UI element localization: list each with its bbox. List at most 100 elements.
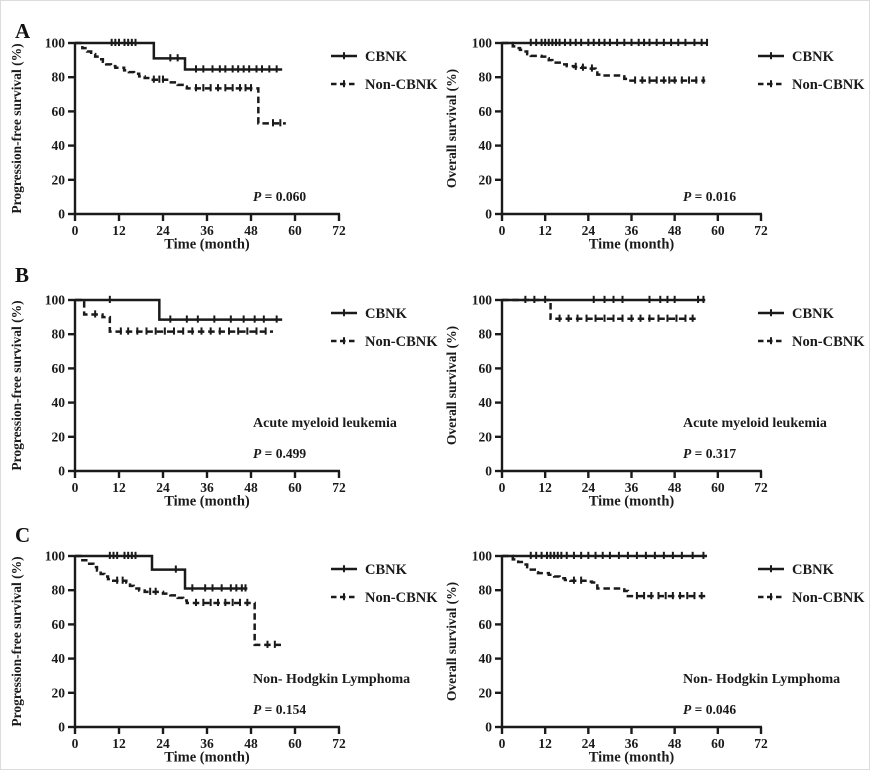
x-tick-label: 36 [625,736,639,751]
x-tick-label: 24 [582,480,596,495]
x-tick-label: 60 [288,223,302,238]
curve-non-cbnk [502,298,699,321]
p-value-label: P = 0.060 [253,189,306,204]
axis-labels: 0 20 40 60 80 100 0 12 24 36 48 60 72 Time (month) Pro… [9,549,346,766]
y-axis-title: Overall survival (%) [444,69,459,188]
x-tick-label: 36 [200,223,214,238]
series-cbnk [502,38,709,46]
censor-marks-cbnk [110,38,278,73]
chart-b-progression-free-survival: 0 20 40 60 80 100 0 12 24 36 48 60 72 Time (month) Pro… [9,293,438,510]
legend-label-cbnk: CBNK [365,306,408,322]
x-tick-label: 60 [288,736,302,751]
legend-label-cbnk: CBNK [792,306,835,322]
x-axis-title: Time (month) [589,494,675,510]
legend-label-non-cbnk: Non-CBNK [792,334,865,350]
x-tick-label: 72 [754,223,768,238]
y-axis-title: Overall survival (%) [444,326,459,445]
y-tick-label: 20 [479,429,493,444]
axes [495,41,763,221]
x-tick-label: 36 [625,480,639,495]
y-tick-label: 100 [472,293,493,308]
x-axis-title: Time (month) [589,237,675,253]
x-axis-title: Time (month) [164,494,250,510]
disease-annotation: Non- Hodgkin Lymphoma [683,672,840,687]
legend: CBNK Non-CBNK [758,49,865,93]
p-value-label: P = 0.046 [683,702,736,717]
legend-label-cbnk: CBNK [365,562,408,578]
x-tick-label: 48 [244,736,258,751]
x-tick-label: 72 [754,736,768,751]
legend-label-cbnk: CBNK [792,49,835,65]
x-tick-label: 36 [200,736,214,751]
curve-non-cbnk [502,554,708,598]
y-tick-label: 40 [479,651,493,666]
y-tick-label: 0 [485,720,492,735]
x-tick-label: 12 [112,223,126,238]
x-tick-label: 60 [288,480,302,495]
y-tick-label: 100 [472,36,493,51]
x-tick-label: 36 [200,480,214,495]
p-value-label: P = 0.154 [253,702,306,717]
x-tick-label: 24 [156,736,170,751]
legend: CBNK Non-CBNK [331,306,438,350]
y-tick-label: 100 [472,549,493,564]
curve-non-cbnk [75,41,286,125]
panel-letter-a: A [15,19,31,43]
legend-label-non-cbnk: Non-CBNK [365,77,438,93]
axis-labels: 0 20 40 60 80 100 0 12 24 36 48 60 72 Time (month) Pro… [9,36,346,253]
legend-label-cbnk: CBNK [365,49,408,65]
chart-a-progression-free-survival: 0 20 40 60 80 100 0 12 24 36 48 60 72 Time (month) Pro… [9,36,438,253]
series-non-cbnk [502,554,708,600]
panel-letter-b: B [15,263,30,287]
x-tick-label: 0 [72,480,79,495]
legend: CBNK Non-CBNK [331,49,438,93]
x-tick-label: 24 [156,223,170,238]
axis-labels: 0 20 40 60 80 100 0 12 24 36 48 60 72 Time (month) Ove… [444,36,768,253]
y-tick-label: 60 [52,617,66,632]
x-tick-label: 24 [156,480,170,495]
axes [68,41,341,221]
chart-b-overall-survival: 0 20 40 60 80 100 0 12 24 36 48 60 72 Time (month) Ove… [444,293,865,510]
series-cbnk [75,551,248,592]
y-tick-label: 80 [52,70,66,85]
x-tick-label: 48 [244,480,258,495]
legend-label-non-cbnk: Non-CBNK [792,77,865,93]
axes [68,554,341,734]
y-tick-label: 20 [52,172,66,187]
series-non-cbnk [502,298,699,322]
axis-labels: 0 20 40 60 80 100 0 12 24 36 48 60 72 Time (month) Ove… [444,293,768,510]
censor-marks-cbnk [108,295,278,323]
censor-marks-non-cbnk [94,310,267,335]
x-tick-label: 36 [625,223,639,238]
y-tick-label: 100 [45,293,66,308]
curve-non-cbnk [75,554,283,647]
y-tick-label: 40 [52,395,66,410]
y-tick-label: 100 [45,36,66,51]
x-tick-label: 12 [112,480,126,495]
legend: CBNK Non-CBNK [758,562,865,606]
p-value-label: P = 0.317 [683,446,736,461]
x-axis-title: Time (month) [164,237,250,253]
x-tick-label: 72 [332,223,346,238]
series-non-cbnk [75,298,273,335]
x-tick-label: 12 [538,223,552,238]
y-tick-label: 100 [45,549,66,564]
x-tick-label: 24 [582,223,596,238]
censor-marks-cbnk [529,551,705,559]
x-tick-label: 48 [244,223,258,238]
censor-marks-non-cbnk [558,314,694,322]
axes [495,554,763,734]
legend-label-non-cbnk: Non-CBNK [365,590,438,606]
x-tick-label: 12 [112,736,126,751]
censor-marks-non-cbnk [574,62,705,84]
p-value-label: P = 0.499 [253,446,306,461]
y-axis-title: Progression-free survival (%) [9,43,24,213]
y-tick-label: 60 [479,361,493,376]
y-tick-label: 40 [479,138,493,153]
censor-marks-non-cbnk [572,576,703,600]
x-axis-title: Time (month) [164,750,250,766]
censor-marks-non-cbnk [152,75,282,127]
legend-label-cbnk: CBNK [792,562,835,578]
x-tick-label: 0 [72,223,79,238]
